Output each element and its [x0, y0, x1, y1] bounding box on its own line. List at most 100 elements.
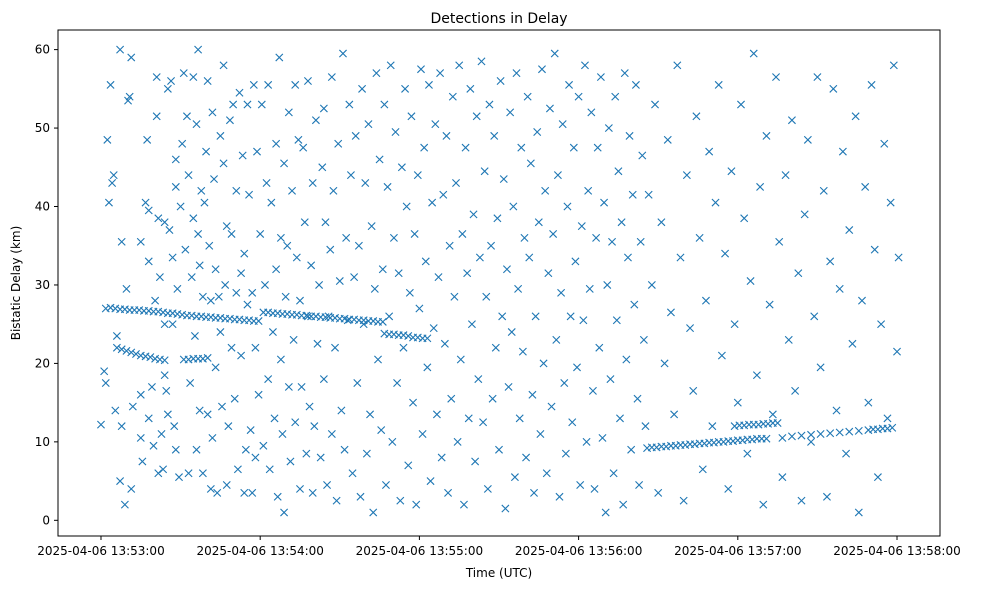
data-point-clutter — [138, 457, 147, 466]
data-point-clutter — [296, 296, 304, 305]
data-point-clutter — [851, 112, 860, 121]
data-point-clutter — [195, 261, 204, 270]
data-point-clutter — [498, 312, 507, 321]
data-point-clutter — [329, 186, 338, 195]
data-point-clutter — [587, 108, 596, 117]
data-point-clutter — [359, 320, 368, 329]
data-point-clutter — [604, 124, 613, 133]
data-point-clutter — [803, 135, 812, 144]
data-point-clutter — [499, 175, 508, 184]
data-point-clutter — [623, 253, 632, 262]
data-point-clutter — [160, 218, 169, 227]
data-point-clutter — [487, 241, 496, 250]
data-point-clutter — [737, 100, 745, 109]
data-point-clutter — [493, 214, 502, 223]
data-point-track-right — [787, 432, 796, 441]
data-point-clutter — [345, 100, 354, 109]
data-point-clutter — [335, 277, 344, 286]
data-point-track-right — [888, 423, 897, 432]
data-point-clutter — [232, 288, 241, 297]
data-point-clutter — [245, 190, 254, 199]
data-point-clutter — [756, 182, 765, 191]
data-point-clutter — [232, 186, 241, 195]
data-point-clutter — [157, 430, 166, 439]
data-point-clutter — [192, 445, 201, 454]
data-point-clutter — [303, 312, 312, 321]
data-point-clutter — [625, 131, 634, 140]
data-point-clutter — [259, 441, 268, 450]
data-point-clutter — [192, 120, 201, 129]
data-point-clutter — [490, 131, 499, 140]
data-point-clutter — [459, 500, 468, 509]
data-point-clutter — [168, 320, 177, 329]
y-tick-label: 50 — [35, 121, 50, 135]
data-point-track-right — [762, 434, 771, 443]
data-point-clutter — [588, 386, 597, 395]
data-point-clutter — [598, 433, 607, 442]
data-point-clutter — [420, 143, 429, 152]
data-point-clutter — [417, 65, 425, 74]
data-point-clutter — [229, 100, 238, 109]
data-point-clutter — [873, 473, 882, 482]
data-point-clutter — [496, 77, 505, 85]
data-point-clutter — [784, 335, 793, 344]
data-point-clutter — [385, 312, 394, 321]
data-point-clutter — [308, 178, 317, 187]
data-point-clutter — [186, 379, 195, 388]
data-point-clutter — [413, 171, 422, 180]
data-point-clutter — [889, 61, 898, 70]
data-point-clutter — [714, 80, 723, 89]
data-point-clutter — [542, 469, 551, 478]
data-point-clutter — [246, 426, 255, 435]
data-point-clutter — [692, 112, 701, 121]
data-point-clutter — [235, 88, 244, 97]
data-point-clutter — [366, 410, 375, 419]
data-point-clutter — [523, 92, 532, 101]
data-point-track-right — [854, 426, 863, 435]
data-point-clutter — [230, 394, 239, 403]
data-point-clutter — [807, 437, 816, 446]
data-point-clutter — [592, 233, 601, 242]
data-point-clutter — [319, 375, 328, 384]
data-point-clutter — [243, 100, 252, 109]
data-point-track-mid — [423, 334, 432, 343]
data-point-clutter — [313, 339, 322, 348]
data-point-clutter — [181, 245, 190, 254]
data-point-clutter — [474, 375, 483, 384]
data-point-clutter — [558, 120, 567, 129]
data-point-clutter — [557, 288, 566, 297]
data-point-clutter — [544, 269, 553, 278]
data-point-clutter — [351, 131, 360, 140]
data-point-clutter — [162, 386, 171, 395]
y-tick-label: 0 — [42, 513, 50, 527]
data-point-clutter — [858, 296, 866, 305]
data-point-clutter — [292, 253, 301, 262]
data-point-clutter — [296, 484, 304, 493]
data-point-clutter — [117, 237, 126, 246]
data-point-clutter — [601, 508, 610, 517]
data-point-clutter — [545, 104, 554, 113]
data-point-clutter — [251, 453, 260, 462]
data-point-clutter — [143, 135, 152, 144]
y-tick-label: 40 — [35, 200, 50, 214]
data-point-clutter — [627, 445, 636, 454]
data-point-clutter — [488, 394, 497, 403]
data-point-clutter — [534, 218, 543, 227]
data-point-clutter — [151, 296, 160, 305]
data-point-clutter — [635, 481, 644, 489]
data-point-clutter — [96, 420, 105, 429]
data-point-clutter — [463, 269, 472, 278]
x-tick-label: 2025-04-06 13:58:00 — [833, 544, 960, 558]
data-point-track-right — [826, 429, 835, 438]
data-point-clutter — [216, 328, 225, 337]
data-point-clutter — [297, 382, 306, 391]
data-point-clutter — [253, 147, 261, 156]
data-point-clutter — [740, 214, 749, 223]
data-point-clutter — [819, 186, 828, 195]
data-point-clutter — [111, 406, 120, 415]
data-point-clutter — [369, 508, 378, 517]
data-point-track-right — [845, 427, 854, 436]
data-point-clutter — [423, 363, 432, 372]
data-point-clutter — [160, 371, 169, 380]
data-point-clutter — [222, 222, 231, 231]
